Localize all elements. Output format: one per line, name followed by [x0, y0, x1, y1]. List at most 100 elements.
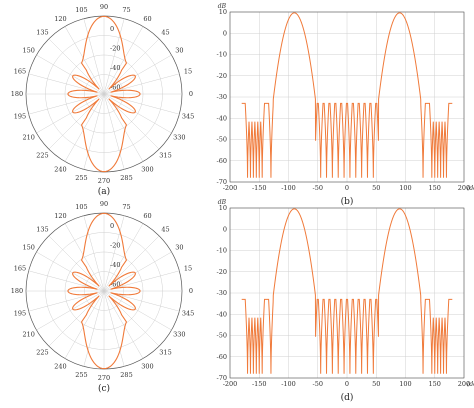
polar-spoke: [83, 18, 105, 95]
angle-tick-label: 270: [98, 374, 110, 382]
angle-tick-label: 105: [75, 6, 87, 14]
x-tick-label: 100: [399, 380, 411, 388]
angle-tick-label: 225: [36, 349, 48, 357]
radial-tick-label: -60: [110, 83, 120, 91]
y-axis-label: dB: [218, 3, 227, 10]
polar-panel-c: 0 15 30 45 60 75 90 105 120 135 150 165 180 195 210 225…: [11, 200, 194, 394]
polar-spoke: [64, 223, 105, 292]
polar-spoke: [36, 251, 105, 292]
radial-tick-label: -20: [110, 241, 120, 249]
radial-tick-label: -20: [110, 44, 120, 52]
y-tick-label: 10: [219, 204, 227, 212]
y-tick-label: -30: [217, 289, 227, 297]
angle-tick-label: 30: [175, 244, 183, 252]
polar-spoke: [103, 93, 172, 134]
polar-spoke: [103, 290, 125, 367]
polar-spoke: [64, 93, 105, 162]
y-tick-label: -60: [217, 353, 227, 361]
y-axis-label: dB: [218, 199, 227, 206]
line-panel-d: -200 -150 -100 -50 0 50 100 150 200100-10-20-30-…: [217, 199, 474, 403]
x-tick-label: 200: [458, 380, 470, 388]
angle-tick-label: 75: [122, 203, 130, 211]
angle-tick-label: 120: [54, 212, 66, 220]
series-line: [241, 12, 453, 178]
y-tick-label: -10: [217, 247, 227, 255]
angle-tick-label: 285: [120, 174, 132, 182]
y-tick-label: -40: [217, 114, 227, 122]
y-tick-label: 10: [219, 8, 227, 16]
angle-tick-label: 330: [173, 331, 185, 339]
x-axis-label: (deg): [467, 381, 474, 388]
radial-tick-label: 0: [110, 222, 114, 230]
angle-tick-label: 210: [22, 134, 34, 142]
angle-tick-label: 150: [22, 244, 34, 252]
polar-spoke: [36, 93, 105, 134]
polar-spoke: [64, 26, 105, 95]
polar-spoke: [64, 290, 105, 359]
polar-spoke: [103, 290, 172, 331]
x-tick-label: -100: [281, 380, 296, 388]
angle-tick-label: 135: [36, 29, 48, 37]
angle-tick-label: 30: [175, 47, 183, 55]
radial-tick-label: 0: [110, 25, 114, 33]
panel-caption: (c): [98, 383, 110, 394]
angle-tick-label: 0: [189, 287, 193, 295]
angle-tick-label: 0: [189, 90, 193, 98]
x-tick-label: 150: [429, 380, 441, 388]
polar-spoke: [103, 290, 144, 359]
polar-spoke: [103, 223, 144, 292]
polar-spoke: [36, 290, 105, 331]
x-tick-label: 0: [345, 184, 349, 192]
angle-tick-label: 150: [22, 47, 34, 55]
angle-tick-label: 15: [184, 68, 192, 76]
angle-tick-label: 225: [36, 152, 48, 160]
x-tick-label: -100: [281, 184, 296, 192]
angle-tick-label: 45: [161, 29, 169, 37]
x-tick-label: -150: [252, 380, 267, 388]
polar-spoke: [103, 18, 125, 95]
y-tick-label: -50: [217, 332, 227, 340]
angle-tick-label: 165: [14, 68, 26, 76]
angle-tick-label: 285: [120, 371, 132, 379]
angle-tick-label: 60: [143, 15, 151, 23]
y-tick-label: -40: [217, 310, 227, 318]
panel-caption: (a): [98, 186, 110, 197]
angle-tick-label: 45: [161, 226, 169, 234]
angle-tick-label: 345: [182, 113, 194, 121]
y-tick-label: -20: [217, 72, 227, 80]
y-tick-label: -70: [217, 178, 227, 186]
panel-caption: (b): [341, 196, 354, 207]
x-tick-label: -200: [223, 380, 238, 388]
x-tick-label: -200: [223, 184, 238, 192]
polar-spoke: [103, 93, 144, 162]
y-tick-label: -30: [217, 93, 227, 101]
angle-tick-label: 255: [75, 174, 87, 182]
y-tick-label: -10: [217, 51, 227, 59]
polar-spoke: [103, 54, 172, 95]
angle-tick-label: 300: [141, 166, 153, 174]
plot-frame: [229, 11, 465, 183]
polar-pattern-line: [67, 15, 141, 173]
x-tick-label: 0: [345, 380, 349, 388]
polar-pattern-line: [67, 212, 141, 370]
angle-tick-label: 315: [159, 152, 171, 160]
angle-tick-label: 345: [182, 310, 194, 318]
x-tick-label: 50: [372, 380, 380, 388]
polar-spoke: [103, 215, 125, 292]
angle-tick-label: 120: [54, 15, 66, 23]
angle-tick-label: 15: [184, 265, 192, 273]
x-tick-label: 200: [458, 184, 470, 192]
angle-tick-label: 240: [54, 363, 66, 371]
radial-tick-label: -40: [110, 64, 120, 72]
y-tick-label: -50: [217, 136, 227, 144]
polar-spoke: [103, 93, 125, 170]
angle-tick-label: 180: [11, 90, 23, 98]
angle-tick-label: 90: [100, 3, 108, 11]
x-tick-label: 50: [372, 184, 380, 192]
x-tick-label: 150: [429, 184, 441, 192]
angle-tick-label: 210: [22, 331, 34, 339]
angle-tick-label: 270: [98, 177, 110, 185]
polar-spoke: [103, 251, 172, 292]
angle-tick-label: 330: [173, 134, 185, 142]
y-tick-label: -20: [217, 268, 227, 276]
